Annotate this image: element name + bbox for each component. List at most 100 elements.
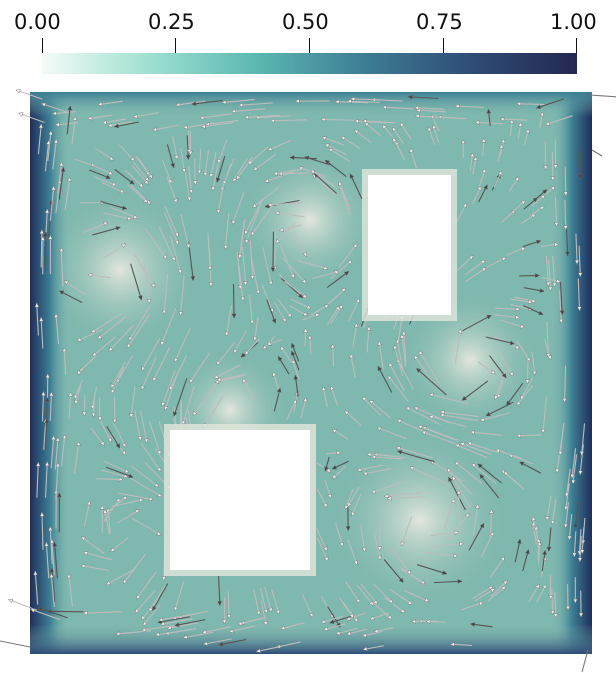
velocity-arrow <box>259 587 268 614</box>
velocity-arrow <box>152 347 171 382</box>
velocity-arrowhead <box>203 171 208 177</box>
velocity-arrowhead <box>427 126 433 132</box>
velocity-arrow <box>250 204 274 237</box>
velocity-arrow <box>130 263 142 301</box>
velocity-arrowhead <box>156 449 162 456</box>
velocity-arrow <box>545 115 573 126</box>
velocity-arrowhead <box>121 243 127 248</box>
velocity-arrowhead <box>525 549 530 555</box>
velocity-arrowhead <box>59 247 64 253</box>
velocity-arrow <box>545 255 549 287</box>
velocity-arrowhead <box>76 369 82 375</box>
velocity-arrow <box>199 113 232 119</box>
velocity-arrow <box>55 313 60 345</box>
velocity-arrowhead <box>44 541 49 547</box>
velocity-arrowhead <box>55 436 61 442</box>
velocity-arrowhead <box>163 405 169 411</box>
velocity-arrowhead <box>150 282 156 288</box>
velocity-arrow <box>508 453 533 465</box>
velocity-arrow <box>368 399 392 419</box>
velocity-arrowhead <box>552 282 557 288</box>
velocity-arrow <box>338 181 351 210</box>
velocity-arrowhead <box>500 556 505 562</box>
velocity-arrow <box>231 192 245 225</box>
velocity-arrow <box>160 308 177 346</box>
velocity-arrow <box>274 231 276 271</box>
velocity-arrowhead <box>542 583 547 590</box>
velocity-arrowhead <box>142 621 148 627</box>
velocity-arrow <box>248 294 253 325</box>
velocity-arrow <box>103 243 127 259</box>
velocity-arrowhead <box>190 276 196 281</box>
velocity-arrowhead <box>203 641 209 646</box>
velocity-arrowhead <box>154 482 160 488</box>
velocity-arrowhead <box>100 440 105 446</box>
velocity-arrowhead <box>536 104 542 109</box>
velocity-arrowhead <box>336 450 342 456</box>
velocity-arrow <box>378 341 384 370</box>
velocity-arrowhead <box>48 234 53 240</box>
velocity-arrowhead <box>362 118 367 124</box>
velocity-arrow <box>59 290 83 303</box>
velocity-arrowhead <box>377 555 382 561</box>
velocity-arrowhead <box>366 452 372 457</box>
velocity-arrowhead <box>548 286 553 292</box>
velocity-glyphs <box>0 89 616 673</box>
velocity-arrow <box>66 105 71 135</box>
velocity-arrowhead <box>354 129 360 135</box>
velocity-arrow <box>164 206 179 238</box>
velocity-arrowhead <box>321 136 327 141</box>
velocity-arrowhead <box>132 214 139 219</box>
velocity-arrow <box>255 115 292 119</box>
velocity-arrowhead <box>272 371 277 377</box>
velocity-arrow <box>140 410 148 443</box>
velocity-arrowhead <box>250 275 255 280</box>
velocity-arrowhead <box>72 115 78 121</box>
velocity-arrow <box>431 543 464 548</box>
colorbar-label-1: 0.25 <box>148 10 195 34</box>
velocity-arrow <box>203 396 224 428</box>
velocity-arrow <box>191 99 223 105</box>
velocity-arrow <box>362 468 392 475</box>
velocity-arrow <box>245 207 260 244</box>
velocity-arrow <box>117 509 140 524</box>
velocity-arrowhead <box>327 493 332 499</box>
velocity-arrowhead <box>111 388 116 394</box>
velocity-arrow <box>41 102 68 113</box>
velocity-arrow <box>439 411 479 418</box>
velocity-arrowhead <box>152 376 157 382</box>
velocity-arrowhead <box>498 143 504 150</box>
velocity-arrowhead <box>244 114 249 120</box>
velocity-arrowhead <box>369 615 375 621</box>
velocity-arrowhead <box>490 369 496 375</box>
velocity-arrowhead <box>489 508 494 514</box>
velocity-arrow <box>409 466 447 484</box>
velocity-arrowhead <box>562 398 567 403</box>
velocity-arrowhead <box>281 317 287 323</box>
velocity-arrowhead <box>141 365 146 372</box>
bottom-wall-band <box>30 624 592 654</box>
velocity-arrow <box>92 336 117 357</box>
velocity-arrow <box>282 257 307 284</box>
velocity-arrow <box>179 275 185 316</box>
velocity-arrowhead <box>60 166 66 172</box>
velocity-arrowhead <box>520 199 526 205</box>
velocity-arrow <box>578 245 581 277</box>
velocity-arrowhead <box>396 419 402 424</box>
velocity-arrow <box>335 101 369 104</box>
velocity-arrowhead <box>105 580 112 585</box>
velocity-arrowhead <box>99 504 105 510</box>
velocity-arrow <box>105 568 136 586</box>
velocity-arrowhead <box>362 646 368 652</box>
velocity-arrow <box>216 155 226 183</box>
velocity-arrowhead <box>475 503 480 509</box>
velocity-arrow <box>581 649 589 673</box>
velocity-arrow <box>554 592 557 618</box>
velocity-arrowhead <box>255 289 261 295</box>
velocity-arrowhead <box>226 614 232 619</box>
velocity-arrowhead <box>209 173 214 179</box>
velocity-arrow <box>68 392 72 420</box>
velocity-arrowhead <box>97 334 103 340</box>
velocity-arrow <box>577 278 581 311</box>
velocity-arrow <box>30 608 60 620</box>
